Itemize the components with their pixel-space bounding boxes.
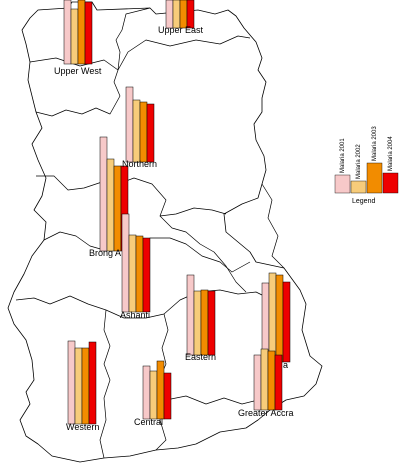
bar-brong-a-malaria-2002 bbox=[106, 158, 115, 252]
legend-label-malaria-2003: Malaria 2003 bbox=[372, 126, 378, 161]
bar-groups bbox=[63, 0, 291, 425]
legend-swatch-malaria-2004 bbox=[382, 172, 399, 194]
boundary-volta bbox=[261, 183, 285, 269]
label-volta: a bbox=[283, 360, 288, 370]
boundary-north bbox=[29, 35, 251, 71]
bar-group-volta bbox=[261, 272, 291, 363]
legend: Malaria 2001 Malaria 2002 Malaria 2003 Mala… bbox=[333, 126, 401, 205]
label-ashanti: Ashanti bbox=[120, 310, 150, 320]
legend-title: Legend bbox=[352, 198, 375, 205]
bar-upper-west-malaria-2001 bbox=[63, 0, 72, 65]
bar-western-malaria-2004 bbox=[88, 341, 97, 425]
bar-ashanti-malaria-2001 bbox=[121, 213, 130, 313]
bar-upper-west-malaria-2003 bbox=[77, 0, 86, 65]
label-greater-accra: Greater Accra bbox=[238, 408, 294, 418]
label-western: Western bbox=[66, 422, 99, 432]
bar-northern-malaria-2001 bbox=[125, 86, 134, 163]
bar-group-eastern bbox=[186, 274, 216, 356]
bar-northern-malaria-2004 bbox=[146, 103, 155, 163]
boundary-northern-south bbox=[36, 175, 227, 217]
boundary-lake bbox=[159, 215, 247, 293]
bar-western-malaria-2003 bbox=[81, 347, 90, 425]
legend-label-malaria-2004: Malaria 2004 bbox=[388, 136, 394, 171]
bar-northern-malaria-2003 bbox=[139, 101, 148, 163]
boundary-western-central bbox=[99, 309, 111, 459]
bar-upper-east-malaria-2004 bbox=[186, 0, 195, 29]
bar-volta-malaria-2003 bbox=[275, 274, 284, 363]
boundary-uw-ue bbox=[115, 7, 151, 71]
bar-central-malaria-2003 bbox=[156, 360, 165, 420]
legend-items: Malaria 2001 Malaria 2002 Malaria 2003 Mala… bbox=[334, 126, 399, 194]
bar-greater-accra-malaria-2004 bbox=[274, 354, 283, 411]
bar-eastern-malaria-2002 bbox=[193, 290, 202, 356]
bar-western-malaria-2002 bbox=[74, 347, 83, 425]
legend-swatch-malaria-2001 bbox=[334, 174, 351, 194]
bar-greater-accra-malaria-2003 bbox=[267, 350, 276, 411]
bar-upper-west-malaria-2004 bbox=[84, 1, 93, 65]
bar-brong-a-malaria-2001 bbox=[99, 136, 108, 252]
bar-volta-malaria-2004 bbox=[282, 281, 291, 363]
bar-group-upper-east bbox=[165, 0, 195, 29]
bar-upper-east-malaria-2002 bbox=[172, 0, 181, 29]
bar-upper-east-malaria-2003 bbox=[179, 0, 188, 29]
bar-ashanti-malaria-2004 bbox=[142, 237, 151, 313]
legend-swatch-malaria-2002 bbox=[350, 180, 367, 194]
label-upper-east: Upper East bbox=[158, 25, 204, 35]
label-northern: Northern bbox=[122, 159, 157, 169]
bar-volta-malaria-2002 bbox=[268, 272, 277, 363]
bar-group-western bbox=[67, 340, 97, 425]
bar-northern-malaria-2002 bbox=[132, 99, 141, 163]
bar-central-malaria-2004 bbox=[163, 372, 172, 420]
bar-central-malaria-2001 bbox=[142, 365, 151, 420]
bar-group-greater-accra bbox=[253, 348, 283, 411]
bar-western-malaria-2001 bbox=[67, 340, 76, 425]
bar-central-malaria-2002 bbox=[149, 370, 158, 420]
label-brong: Brong A bbox=[89, 248, 121, 258]
bar-group-northern bbox=[125, 86, 155, 163]
bar-ashanti-malaria-2002 bbox=[128, 234, 137, 313]
bar-upper-east-malaria-2001 bbox=[165, 0, 174, 29]
bar-greater-accra-malaria-2002 bbox=[260, 348, 269, 411]
bar-group-central bbox=[142, 360, 172, 420]
bar-ashanti-malaria-2003 bbox=[135, 235, 144, 313]
legend-swatch-malaria-2003 bbox=[366, 162, 383, 194]
label-eastern: Eastern bbox=[185, 352, 216, 362]
bar-upper-west-malaria-2002 bbox=[70, 8, 79, 65]
bar-group-upper-west bbox=[63, 0, 93, 65]
bar-brong-a-malaria-2003 bbox=[113, 165, 122, 252]
bar-group-ashanti bbox=[121, 213, 151, 313]
bar-group-brong-a bbox=[99, 136, 129, 252]
legend-label-malaria-2002: Malaria 2002 bbox=[356, 144, 362, 179]
label-upper-west: Upper West bbox=[54, 66, 102, 76]
label-central: Central bbox=[134, 417, 163, 427]
boundary-ashanti-south bbox=[15, 289, 273, 319]
bar-eastern-malaria-2003 bbox=[200, 289, 209, 356]
bar-eastern-malaria-2004 bbox=[207, 290, 216, 356]
boundary-northwest-district bbox=[35, 69, 121, 117]
bar-greater-accra-malaria-2001 bbox=[253, 354, 262, 411]
bar-eastern-malaria-2001 bbox=[186, 274, 195, 356]
country-outline bbox=[7, 1, 323, 463]
legend-label-malaria-2001: Malaria 2001 bbox=[340, 138, 346, 173]
